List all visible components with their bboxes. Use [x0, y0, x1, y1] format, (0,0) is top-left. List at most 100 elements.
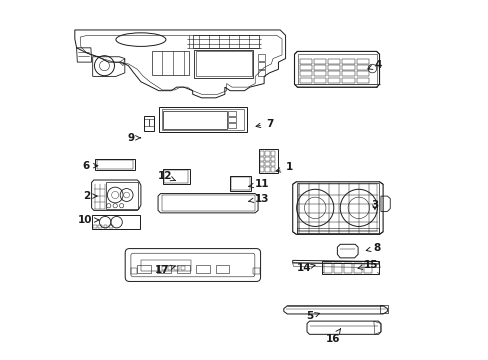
- Text: 16: 16: [325, 329, 340, 344]
- Bar: [297, 183, 378, 233]
- Bar: [93, 225, 97, 228]
- Bar: [264, 152, 269, 156]
- Bar: [259, 157, 264, 161]
- Bar: [299, 78, 311, 83]
- Bar: [174, 266, 179, 270]
- Bar: [162, 109, 244, 130]
- Bar: [270, 167, 274, 172]
- Text: 8: 8: [366, 243, 380, 253]
- Bar: [322, 261, 378, 274]
- Text: 9: 9: [127, 133, 140, 143]
- Bar: [264, 157, 269, 161]
- Bar: [164, 170, 188, 183]
- Bar: [258, 70, 264, 76]
- Bar: [264, 162, 269, 166]
- Bar: [192, 35, 258, 48]
- Bar: [163, 169, 189, 184]
- Bar: [144, 118, 148, 126]
- Text: 17: 17: [155, 265, 175, 275]
- Text: 13: 13: [248, 194, 268, 203]
- Bar: [131, 268, 137, 274]
- Bar: [137, 265, 151, 273]
- Bar: [298, 184, 377, 231]
- Bar: [181, 266, 185, 270]
- Bar: [363, 262, 371, 273]
- Text: 10: 10: [78, 215, 99, 225]
- Bar: [333, 262, 341, 273]
- Bar: [228, 117, 236, 122]
- Bar: [106, 182, 138, 208]
- Bar: [258, 54, 264, 61]
- Bar: [327, 78, 340, 83]
- Bar: [313, 71, 325, 76]
- Bar: [259, 167, 264, 172]
- Bar: [231, 177, 249, 190]
- Bar: [356, 59, 368, 64]
- Bar: [342, 65, 354, 70]
- Text: 3: 3: [370, 200, 378, 210]
- Bar: [343, 262, 351, 273]
- Text: 14: 14: [297, 262, 314, 273]
- Bar: [162, 195, 255, 211]
- Bar: [228, 111, 236, 116]
- Text: 7: 7: [256, 118, 273, 129]
- Bar: [327, 71, 340, 76]
- Bar: [143, 116, 154, 131]
- Bar: [356, 71, 368, 76]
- Text: 12: 12: [158, 171, 175, 181]
- Bar: [342, 59, 354, 64]
- Bar: [196, 51, 251, 76]
- Text: 5: 5: [305, 311, 319, 321]
- Bar: [109, 225, 112, 228]
- Bar: [149, 118, 153, 126]
- Bar: [353, 262, 361, 273]
- Bar: [159, 107, 246, 132]
- Bar: [253, 268, 259, 274]
- Bar: [342, 71, 354, 76]
- Bar: [264, 167, 269, 172]
- Bar: [259, 162, 264, 166]
- Bar: [299, 59, 311, 64]
- Bar: [299, 71, 311, 76]
- Bar: [230, 176, 250, 191]
- Bar: [97, 160, 133, 169]
- Bar: [151, 51, 189, 75]
- Bar: [323, 262, 331, 273]
- Bar: [163, 111, 226, 129]
- Bar: [356, 78, 368, 83]
- Bar: [176, 265, 190, 273]
- Bar: [327, 65, 340, 70]
- Bar: [259, 152, 264, 156]
- Text: 4: 4: [367, 60, 381, 70]
- Bar: [216, 265, 229, 273]
- Bar: [196, 265, 209, 273]
- Bar: [356, 65, 368, 70]
- Text: 1: 1: [275, 162, 292, 172]
- Text: 15: 15: [357, 260, 378, 270]
- Bar: [157, 265, 170, 273]
- Bar: [313, 59, 325, 64]
- Bar: [299, 65, 311, 70]
- Bar: [297, 228, 378, 234]
- Bar: [141, 260, 190, 271]
- Bar: [258, 62, 264, 68]
- Bar: [258, 149, 278, 173]
- Bar: [95, 158, 135, 170]
- Bar: [313, 65, 325, 70]
- Bar: [168, 266, 172, 270]
- Text: 2: 2: [83, 191, 97, 201]
- Bar: [327, 59, 340, 64]
- Text: 6: 6: [82, 161, 98, 171]
- Bar: [270, 157, 274, 161]
- Bar: [98, 225, 102, 228]
- Bar: [162, 266, 165, 270]
- Bar: [228, 123, 236, 128]
- Bar: [270, 162, 274, 166]
- Bar: [342, 78, 354, 83]
- Bar: [91, 215, 140, 229]
- Bar: [270, 152, 274, 156]
- Bar: [194, 50, 253, 78]
- Bar: [380, 305, 387, 313]
- Text: 11: 11: [248, 179, 268, 189]
- Bar: [313, 78, 325, 83]
